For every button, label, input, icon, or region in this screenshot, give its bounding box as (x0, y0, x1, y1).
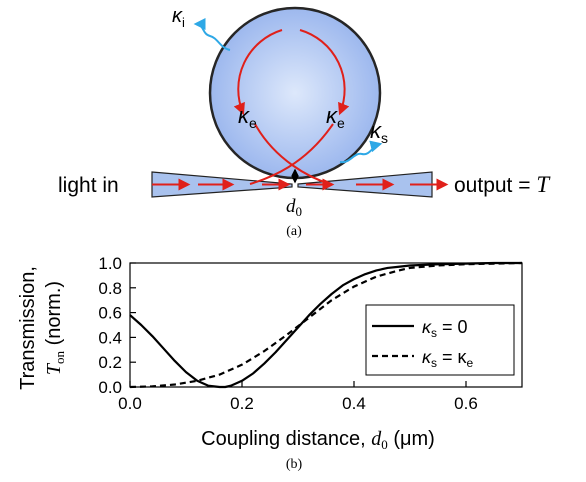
kappa-e-right-label: κe (326, 103, 345, 131)
x-axis-label: Coupling distance, d0 (μm) (201, 428, 435, 452)
y-tick-label: 0.0 (98, 378, 122, 397)
plot-frame (129, 262, 523, 388)
x-tick-label: 0.6 (454, 394, 478, 413)
chart-b: 0.0 0.2 0.4 0.6 0.0 0.2 0.4 0.6 0.8 1.0 κs = 0 κs… (17, 254, 523, 472)
chart-series (129, 261, 523, 389)
y-tick-label: 0.2 (98, 353, 122, 372)
x-tick-label: 0.4 (342, 394, 366, 413)
scattering-loss-wave (339, 140, 383, 164)
intrinsic-loss-wave (193, 18, 231, 51)
y-tick-label: 0.6 (98, 304, 122, 323)
ring-circulation-arc-right (299, 29, 350, 116)
kappa-i-label: κi (172, 5, 185, 30)
output-label: output = T (454, 172, 551, 197)
y-tick-label: 0.4 (98, 328, 122, 347)
diagram-a: κi κe κe κs light in output = T d0 (a) (58, 5, 551, 239)
caption-a: (a) (286, 224, 302, 239)
y-axis-label-line2: Ton (norm.) (43, 281, 67, 375)
y-tick-label: 0.8 (98, 279, 122, 298)
series-line-dashed (129, 261, 523, 389)
legend-box (365, 304, 515, 376)
y-tick-label: 1.0 (98, 254, 122, 273)
kappa-s-label: κs (370, 118, 388, 146)
series-line-solid (129, 261, 522, 389)
caption-b: (b) (286, 457, 303, 472)
coupling-curve-in (249, 123, 334, 185)
y-axis-label-line1: Transmission, (17, 266, 39, 390)
kappa-e-left-label: κe (238, 103, 257, 131)
x-tick-label: 0.0 (118, 394, 142, 413)
ring-circulation-arc-left (233, 29, 283, 116)
legend-label-solid: κs = 0 (422, 317, 468, 340)
x-tick-label: 0.2 (230, 394, 254, 413)
gap-label: d0 (286, 196, 302, 219)
legend: κs = 0 κs = κe (365, 304, 515, 376)
light-in-label: light in (58, 174, 119, 197)
legend-label-dashed: κs = κe (422, 347, 474, 370)
ring-resonator (208, 6, 382, 180)
